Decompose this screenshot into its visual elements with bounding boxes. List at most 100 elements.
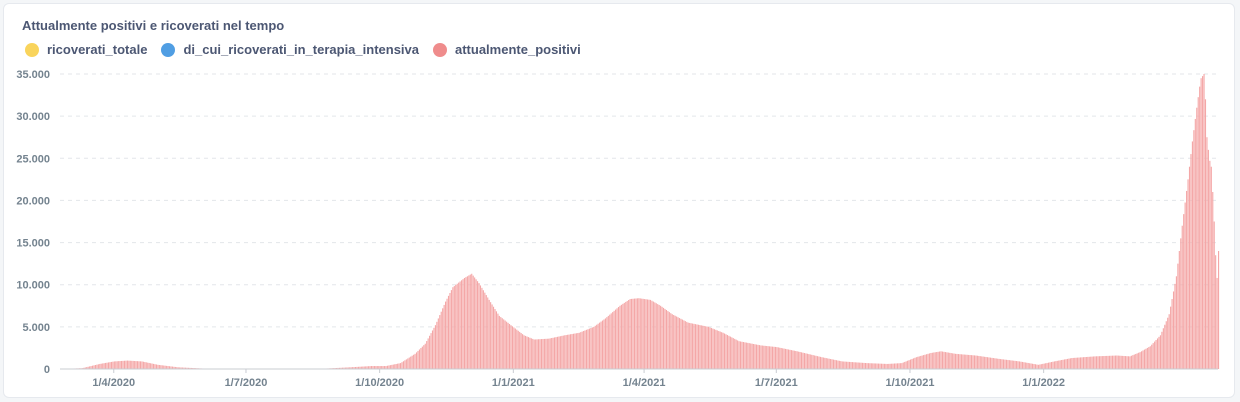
bar xyxy=(721,332,723,369)
bar xyxy=(989,357,992,369)
bar xyxy=(349,367,351,369)
bar xyxy=(167,366,169,369)
bar xyxy=(1199,86,1201,369)
bar xyxy=(790,350,792,369)
bar xyxy=(433,327,435,369)
bar xyxy=(1024,362,1026,369)
bar xyxy=(1196,107,1198,370)
bar xyxy=(883,363,885,369)
bar xyxy=(353,367,355,369)
bar xyxy=(177,367,179,369)
bar xyxy=(1034,364,1037,369)
bar xyxy=(1075,357,1077,369)
bar xyxy=(674,315,676,369)
bar xyxy=(1045,363,1047,369)
bar xyxy=(395,363,397,369)
bar xyxy=(840,361,842,369)
bar xyxy=(1187,179,1189,369)
bar xyxy=(415,352,418,369)
bar xyxy=(1082,357,1085,369)
bar xyxy=(931,352,933,369)
bar xyxy=(1048,362,1050,369)
bar xyxy=(853,362,855,369)
bar xyxy=(465,277,467,369)
legend-item-ricoverati-totale[interactable]: ricoverati_totale xyxy=(25,42,147,57)
bar xyxy=(105,362,107,369)
bar xyxy=(1010,360,1012,369)
bar xyxy=(769,346,771,369)
bar xyxy=(524,335,527,369)
bar xyxy=(725,334,727,369)
bar xyxy=(1100,356,1102,369)
bar xyxy=(907,360,909,369)
bar xyxy=(1021,361,1023,369)
bar xyxy=(1002,359,1005,369)
bar xyxy=(1020,361,1022,369)
bar xyxy=(386,365,389,369)
bar xyxy=(427,338,429,369)
bar xyxy=(712,328,714,369)
bar xyxy=(1125,356,1127,369)
legend-label: di_cui_ricoverati_in_terapia_intensiva xyxy=(183,42,419,57)
bar xyxy=(179,367,181,369)
bar xyxy=(642,298,644,369)
bar xyxy=(809,354,811,369)
bar xyxy=(1197,97,1199,370)
bar xyxy=(949,352,951,369)
bar xyxy=(1018,361,1021,369)
bar xyxy=(145,362,147,369)
bar xyxy=(978,355,980,369)
bar xyxy=(613,310,615,369)
bar xyxy=(1097,356,1099,369)
bar xyxy=(625,301,627,369)
bar xyxy=(793,350,795,369)
bar xyxy=(661,306,663,369)
bar xyxy=(623,302,625,369)
bar xyxy=(981,356,983,369)
bar xyxy=(558,336,560,369)
bar xyxy=(798,351,800,369)
bar xyxy=(379,366,381,369)
bar xyxy=(139,361,142,369)
bar xyxy=(828,358,830,369)
bar xyxy=(816,356,819,369)
bar xyxy=(414,353,416,369)
bar xyxy=(702,325,704,369)
bar xyxy=(1110,355,1112,369)
bar xyxy=(1087,356,1089,369)
bar xyxy=(601,320,604,369)
bar xyxy=(1014,360,1016,369)
bar xyxy=(1061,360,1063,369)
bar xyxy=(394,364,396,369)
bar xyxy=(821,357,823,369)
bar xyxy=(811,354,813,369)
bar xyxy=(597,323,599,369)
bar xyxy=(184,367,187,369)
bar xyxy=(1004,359,1006,369)
bar xyxy=(157,364,159,369)
bar xyxy=(456,283,458,369)
bar xyxy=(998,358,1000,369)
bar xyxy=(1062,359,1064,369)
bar xyxy=(574,333,576,369)
bar xyxy=(670,313,672,369)
bar xyxy=(902,362,904,369)
bar xyxy=(924,354,926,369)
bar xyxy=(1046,362,1048,369)
bar xyxy=(1103,356,1105,369)
legend-item-terapia-intensiva[interactable]: di_cui_ricoverati_in_terapia_intensiva xyxy=(161,42,419,57)
bar xyxy=(943,351,945,369)
legend-item-attualmente-positivi[interactable]: attualmente_positivi xyxy=(433,42,581,57)
bar xyxy=(806,353,808,369)
bar xyxy=(439,315,441,369)
bar xyxy=(863,362,865,369)
bar xyxy=(588,328,590,369)
bar xyxy=(610,313,612,369)
bar xyxy=(1039,364,1041,369)
bar xyxy=(477,281,479,369)
bar xyxy=(1188,166,1191,369)
bar xyxy=(1146,347,1148,369)
bar xyxy=(607,315,609,369)
bar xyxy=(161,365,163,369)
